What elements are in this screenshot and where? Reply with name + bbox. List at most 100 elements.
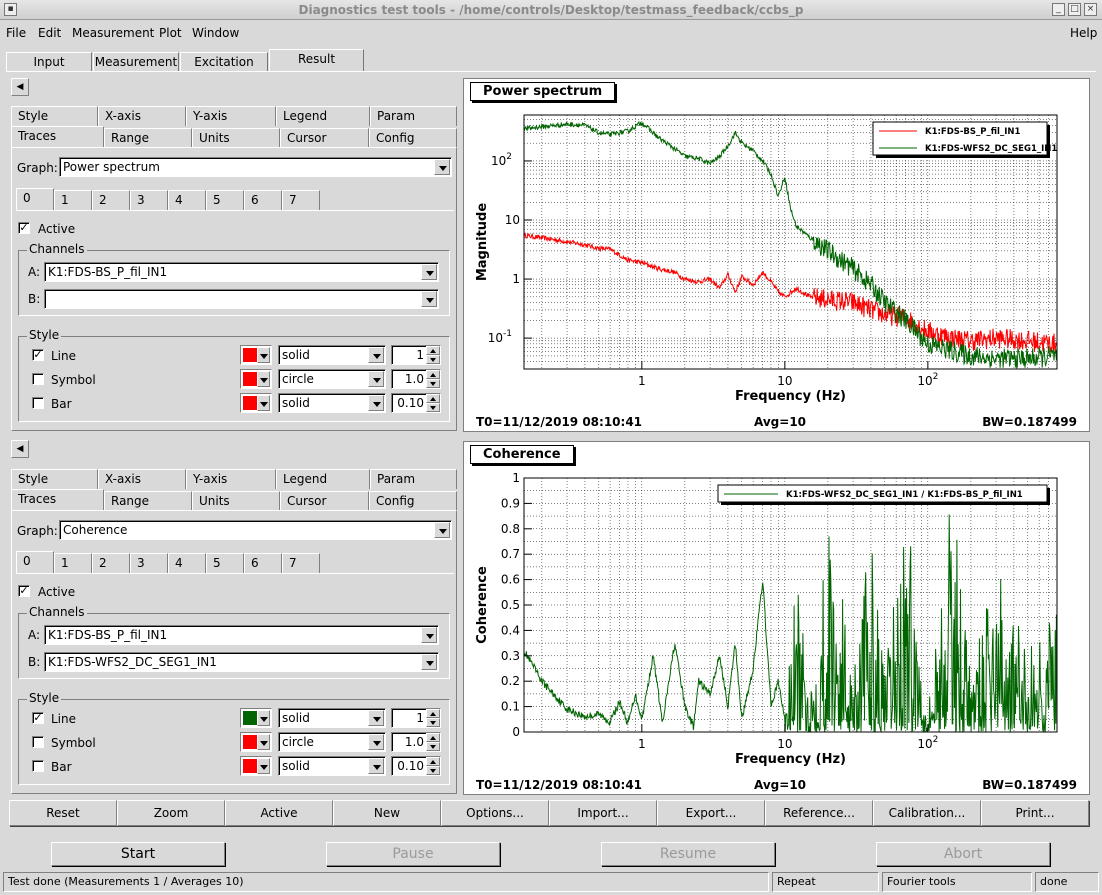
bar-style-select[interactable]: solid [278,393,386,413]
symbol-size-spinner[interactable]: 1.0 [391,732,441,752]
bar-checkbox[interactable] [32,760,44,772]
chevron-down-icon[interactable] [434,522,450,538]
menu-measurement[interactable]: Measurement [72,26,155,40]
tab-style[interactable]: Style [11,469,98,489]
symbol-checkbox[interactable] [32,373,44,385]
line-style-select[interactable]: solid [278,708,386,728]
export-button[interactable]: Export... [657,800,765,826]
collapse-left-icon[interactable]: ◀ [11,440,29,458]
symbol-color-picker[interactable] [240,732,272,752]
tab-legend[interactable]: Legend [276,106,370,126]
line-style-select[interactable]: solid [278,345,386,365]
chevron-down-icon[interactable] [421,264,437,280]
active-checkbox[interactable]: ✓ [18,221,30,234]
trace-tab-1[interactable]: 1 [54,553,92,573]
resume-button[interactable]: Resume [601,842,775,866]
line-width-spinner[interactable]: 1 [391,345,441,365]
bar-width-spinner[interactable]: 0.10 [391,393,441,413]
line-checkbox[interactable]: ✓ [32,711,44,724]
trace-tab-5[interactable]: 5 [206,190,244,210]
chevron-down-icon[interactable] [421,291,437,307]
window-menu-icon[interactable]: ▪ [4,3,17,16]
options-button[interactable]: Options... [441,800,549,826]
tab-param[interactable]: Param [370,469,457,489]
trace-tab-5[interactable]: 5 [206,553,244,573]
tab-traces[interactable]: Traces [11,126,104,148]
start-button[interactable]: Start [51,842,225,866]
bar-color-picker[interactable] [240,756,272,776]
line-checkbox[interactable]: ✓ [32,348,44,361]
menu-help[interactable]: Help [1070,26,1098,40]
trace-tab-7[interactable]: 7 [282,190,320,210]
import-button[interactable]: Import... [549,800,657,826]
trace-tab-7[interactable]: 7 [282,553,320,573]
tab-units[interactable]: Units [192,491,280,511]
pause-button[interactable]: Pause [326,842,500,866]
graph-select[interactable]: Coherence [59,520,452,540]
line-color-picker[interactable] [240,345,272,365]
trace-tab-2[interactable]: 2 [92,190,130,210]
power-spectrum-chart[interactable]: 1 10 102 10-1 1 10 102 Frequency (Hz) Magnitude K… [464,79,1089,431]
trace-tab-1[interactable]: 1 [54,190,92,210]
symbol-style-select[interactable]: circle [278,369,386,389]
reference-button[interactable]: Reference... [765,800,873,826]
abort-button[interactable]: Abort [876,842,1050,866]
graph-select[interactable]: Power spectrum [59,157,452,177]
active-button[interactable]: Active [225,800,333,826]
tab-param[interactable]: Param [370,106,457,126]
active-checkbox[interactable]: ✓ [18,584,30,597]
symbol-style-select[interactable]: circle [278,732,386,752]
menu-window[interactable]: Window [192,26,240,40]
tab-excitation[interactable]: Excitation [180,52,268,72]
tab-xaxis[interactable]: X-axis [98,106,186,126]
coherence-plot[interactable]: Coherence 1 10 102 0 0.1 0.2 0.3 0.4 0.5 0.6 0.7 0.… [463,441,1090,795]
menu-edit[interactable]: Edit [38,26,62,40]
bar-style-select[interactable]: solid [278,756,386,776]
power-spectrum-plot[interactable]: Power spectrum 1 10 102 10-1 1 10 102 Frequency… [463,78,1090,432]
coherence-chart[interactable]: 1 10 102 0 0.1 0.2 0.3 0.4 0.5 0.6 0.7 0.8 0.9 1 Frequ… [464,442,1089,794]
bar-width-spinner[interactable]: 0.10 [391,756,441,776]
calibration-button[interactable]: Calibration... [873,800,981,826]
trace-tab-6[interactable]: 6 [244,190,282,210]
trace-tab-0[interactable]: 0 [16,188,54,210]
trace-tab-3[interactable]: 3 [130,190,168,210]
print-button[interactable]: Print... [981,800,1089,826]
tab-result[interactable]: Result [269,49,364,71]
trace-tab-3[interactable]: 3 [130,553,168,573]
tab-legend[interactable]: Legend [276,469,370,489]
trace-tab-6[interactable]: 6 [244,553,282,573]
tab-config[interactable]: Config [369,491,457,511]
trace-tab-2[interactable]: 2 [92,553,130,573]
chevron-down-icon[interactable] [421,654,437,670]
channel-a-select[interactable]: K1:FDS-BS_P_fil_IN1 [44,262,439,282]
trace-tab-4[interactable]: 4 [168,190,206,210]
tab-input[interactable]: Input [6,52,92,72]
reset-button[interactable]: Reset [9,800,117,826]
bar-checkbox[interactable] [32,397,44,409]
maximize-icon[interactable]: □ [1068,3,1081,16]
symbol-size-spinner[interactable]: 1.0 [391,369,441,389]
minimize-icon[interactable]: _ [1052,3,1065,16]
new-button[interactable]: New [333,800,441,826]
tab-range[interactable]: Range [104,128,192,148]
chevron-down-icon[interactable] [434,159,450,175]
line-color-picker[interactable] [240,708,272,728]
trace-tab-4[interactable]: 4 [168,553,206,573]
channel-b-select[interactable] [44,289,439,309]
chevron-down-icon[interactable] [421,627,437,643]
zoom-button[interactable]: Zoom [117,800,225,826]
tab-traces[interactable]: Traces [11,489,104,511]
tab-yaxis[interactable]: Y-axis [186,106,276,126]
trace-tab-0[interactable]: 0 [16,551,54,573]
tab-style[interactable]: Style [11,106,98,126]
collapse-left-icon[interactable]: ◀ [11,78,29,96]
tab-range[interactable]: Range [104,491,192,511]
close-icon[interactable]: × [1084,3,1097,16]
tab-units[interactable]: Units [192,128,280,148]
tab-cursor[interactable]: Cursor [280,491,369,511]
tab-measurement[interactable]: Measurement [93,52,179,72]
menu-plot[interactable]: Plot [159,26,182,40]
symbol-color-picker[interactable] [240,369,272,389]
line-width-spinner[interactable]: 1 [391,708,441,728]
symbol-checkbox[interactable] [32,736,44,748]
